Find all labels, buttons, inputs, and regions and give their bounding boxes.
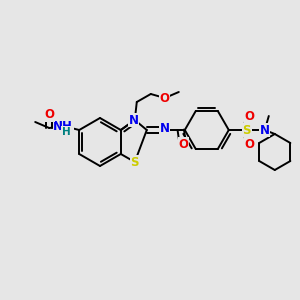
Text: O: O xyxy=(245,110,255,122)
Text: O: O xyxy=(179,137,189,151)
Text: N: N xyxy=(160,122,170,136)
Text: S: S xyxy=(130,155,139,169)
Text: O: O xyxy=(245,137,255,151)
Text: N: N xyxy=(260,124,270,136)
Text: S: S xyxy=(242,124,251,136)
Text: O: O xyxy=(44,109,54,122)
Text: O: O xyxy=(160,92,170,104)
Text: N: N xyxy=(129,113,139,127)
Text: NH: NH xyxy=(53,119,73,133)
Text: H: H xyxy=(62,127,70,137)
